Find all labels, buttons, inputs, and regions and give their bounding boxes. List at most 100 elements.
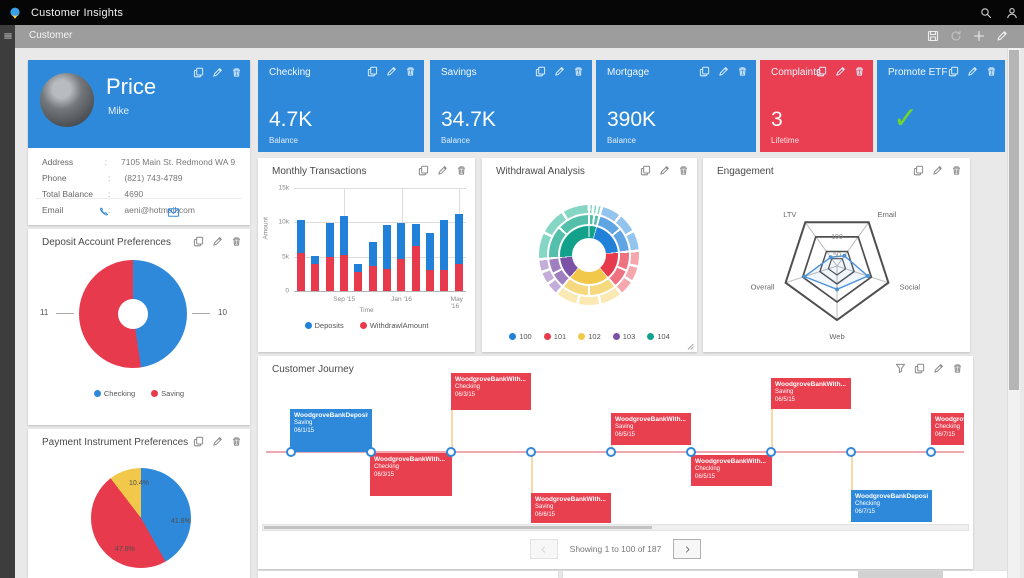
event-date: 06/7/15	[855, 509, 876, 516]
edit-icon[interactable]	[212, 236, 223, 247]
delete-icon[interactable]	[573, 66, 584, 77]
copy-icon[interactable]	[193, 436, 204, 447]
timeline-marker[interactable]	[286, 447, 296, 457]
copy-icon[interactable]	[640, 165, 651, 176]
copy-icon[interactable]	[816, 66, 827, 77]
delete-icon[interactable]	[405, 66, 416, 77]
journey-event[interactable]: WoodgroveBankDeposit Checking 06/7/15	[851, 490, 932, 522]
tile-savings[interactable]: Savings 34.7K Balance	[430, 60, 592, 152]
edit-icon[interactable]	[659, 165, 670, 176]
journey-event[interactable]: WoodgroveBankWith... Checking 06/5/15	[691, 455, 772, 486]
event-account: Checking	[455, 384, 481, 390]
journey-event[interactable]: WoodgroveBankDeposit Saving 06/1/15	[290, 409, 372, 452]
tile-checking[interactable]: Checking 4.7K Balance	[258, 60, 424, 152]
scrollbar-thumb[interactable]	[1009, 50, 1019, 390]
delete-icon[interactable]	[231, 236, 242, 247]
copy-icon[interactable]	[193, 236, 204, 247]
journey-event[interactable]: WoodgroveBankWith... Saving 06/6/15	[531, 493, 611, 523]
journey-event[interactable]: WoodgroveBankWith... Checking 06/3/15	[370, 453, 452, 496]
scrollbar-thumb[interactable]	[264, 526, 652, 529]
delete-icon[interactable]	[952, 363, 963, 374]
timeline-marker[interactable]	[686, 447, 696, 457]
field-value: 7105 Main St. Redmond WA 9...	[121, 157, 236, 167]
svg-text:Email: Email	[878, 210, 897, 219]
next-page-button[interactable]	[673, 539, 702, 559]
event-account: Saving	[775, 389, 794, 395]
bar-deposits	[340, 216, 349, 256]
tile-mortgage[interactable]: Mortgage 390K Balance	[596, 60, 756, 152]
card-title: Payment Instrument Preferences	[42, 437, 189, 448]
timeline-marker[interactable]	[926, 447, 936, 457]
tile-value: 390K	[607, 108, 657, 131]
delete-icon[interactable]	[737, 66, 748, 77]
menu-icon[interactable]	[3, 31, 13, 41]
edit-icon[interactable]	[437, 165, 448, 176]
tile-caption: Balance	[607, 136, 636, 145]
vertical-scrollbar[interactable]	[1007, 48, 1020, 578]
edit-icon[interactable]	[996, 30, 1008, 42]
tab-customer[interactable]: Customer	[29, 30, 73, 41]
delete-icon[interactable]	[231, 67, 242, 78]
delete-icon[interactable]	[854, 66, 865, 77]
call-button[interactable]	[98, 206, 111, 219]
delete-icon[interactable]	[456, 165, 467, 176]
event-account: Checking	[855, 501, 881, 507]
x-tick-label: Sep '15	[333, 296, 356, 303]
tile-caption: Balance	[269, 136, 298, 145]
edit-icon[interactable]	[212, 436, 223, 447]
timeline-marker[interactable]	[366, 447, 376, 457]
add-icon[interactable]	[973, 30, 985, 42]
gridline	[294, 256, 466, 258]
resize-handle-icon[interactable]	[684, 340, 694, 350]
journey-event[interactable]: WoodgroveBankWith... Saving 06/5/15	[771, 378, 851, 409]
legend-dot	[304, 322, 312, 329]
copy-icon[interactable]	[914, 363, 925, 374]
tile-complaints[interactable]: Complaints 3 Lifetime	[760, 60, 873, 152]
legend-dot	[543, 333, 551, 340]
copy-icon[interactable]	[948, 66, 959, 77]
journey-h-scrollbar[interactable]	[262, 524, 969, 531]
email-button[interactable]	[167, 206, 180, 219]
field-value: aeni@hotmail.com	[124, 205, 195, 215]
copy-icon[interactable]	[535, 66, 546, 77]
user-profile-icon[interactable]	[1006, 7, 1018, 19]
bar-group	[423, 232, 437, 291]
edit-icon[interactable]	[718, 66, 729, 77]
timeline-marker[interactable]	[846, 447, 856, 457]
bar-group	[452, 214, 466, 291]
journey-event[interactable]: WoodgroveBankWith... Saving 06/5/15	[611, 413, 691, 445]
timeline-marker[interactable]	[446, 447, 456, 457]
save-icon[interactable]	[927, 30, 939, 42]
donut-value-right: 10	[218, 308, 227, 317]
edit-icon[interactable]	[212, 67, 223, 78]
copy-icon[interactable]	[699, 66, 710, 77]
tile-promote-etf[interactable]: Promote ETF ✓	[877, 60, 1005, 152]
bar-withdrawals	[354, 271, 363, 291]
field-colon	[108, 170, 110, 186]
journey-event[interactable]: WoodgroveBankWith...Checking 06/7/15	[931, 413, 964, 445]
delete-icon[interactable]	[678, 165, 689, 176]
delete-icon[interactable]	[231, 436, 242, 447]
delete-icon[interactable]	[986, 66, 997, 77]
edit-icon[interactable]	[386, 66, 397, 77]
copy-icon[interactable]	[367, 66, 378, 77]
edit-icon[interactable]	[932, 165, 943, 176]
event-account: Checking	[695, 466, 721, 472]
search-icon[interactable]	[980, 7, 992, 19]
copy-icon[interactable]	[418, 165, 429, 176]
prev-page-button[interactable]	[529, 539, 558, 559]
copy-icon[interactable]	[193, 67, 204, 78]
edit-icon[interactable]	[933, 363, 944, 374]
filter-icon[interactable]	[895, 363, 906, 374]
journey-event[interactable]: WoodgroveBankWith... Checking 06/3/15	[451, 373, 531, 410]
legend-dot	[151, 390, 159, 397]
edit-icon[interactable]	[835, 66, 846, 77]
edit-icon[interactable]	[554, 66, 565, 77]
timeline-marker[interactable]	[526, 447, 536, 457]
timeline-marker[interactable]	[766, 447, 776, 457]
copy-icon[interactable]	[913, 165, 924, 176]
timeline-marker[interactable]	[606, 447, 616, 457]
refresh-icon[interactable]	[950, 30, 962, 42]
delete-icon[interactable]	[951, 165, 962, 176]
edit-icon[interactable]	[967, 66, 978, 77]
